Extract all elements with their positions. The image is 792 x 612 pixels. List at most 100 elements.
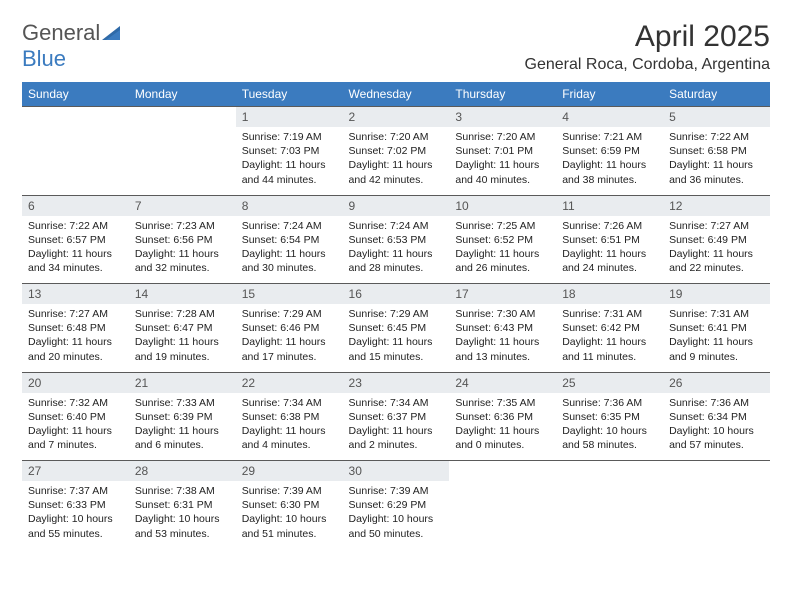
day-number: 17 [449, 284, 556, 305]
daylight-text: Daylight: 11 hours and 24 minutes. [562, 247, 657, 275]
day-cell: Sunrise: 7:33 AMSunset: 6:39 PMDaylight:… [129, 393, 236, 461]
day-cell: Sunrise: 7:27 AMSunset: 6:49 PMDaylight:… [663, 216, 770, 284]
sunset-text: Sunset: 6:39 PM [135, 410, 230, 424]
daylight-text: Daylight: 11 hours and 4 minutes. [242, 424, 337, 452]
day-cell: Sunrise: 7:21 AMSunset: 6:59 PMDaylight:… [556, 127, 663, 195]
sunset-text: Sunset: 6:36 PM [455, 410, 550, 424]
empty-day-number [449, 461, 556, 482]
day-number: 14 [129, 284, 236, 305]
sunset-text: Sunset: 6:49 PM [669, 233, 764, 247]
empty-day-number [556, 461, 663, 482]
sunset-text: Sunset: 7:03 PM [242, 144, 337, 158]
sunrise-text: Sunrise: 7:32 AM [28, 396, 123, 410]
sunrise-text: Sunrise: 7:21 AM [562, 130, 657, 144]
day-number: 22 [236, 372, 343, 393]
day-number: 21 [129, 372, 236, 393]
daylight-text: Daylight: 11 hours and 17 minutes. [242, 335, 337, 363]
sunrise-text: Sunrise: 7:35 AM [455, 396, 550, 410]
day-cell: Sunrise: 7:20 AMSunset: 7:02 PMDaylight:… [343, 127, 450, 195]
sunset-text: Sunset: 6:29 PM [349, 498, 444, 512]
daylight-text: Daylight: 11 hours and 26 minutes. [455, 247, 550, 275]
weekday-header: Thursday [449, 82, 556, 107]
sunrise-text: Sunrise: 7:39 AM [242, 484, 337, 498]
day-cell: Sunrise: 7:29 AMSunset: 6:46 PMDaylight:… [236, 304, 343, 372]
day-number-row: 12345 [22, 107, 770, 128]
daylight-text: Daylight: 11 hours and 11 minutes. [562, 335, 657, 363]
day-cell: Sunrise: 7:22 AMSunset: 6:58 PMDaylight:… [663, 127, 770, 195]
sunset-text: Sunset: 6:56 PM [135, 233, 230, 247]
day-number: 25 [556, 372, 663, 393]
day-content-row: Sunrise: 7:32 AMSunset: 6:40 PM Daylight:… [22, 393, 770, 461]
weekday-header: Friday [556, 82, 663, 107]
day-cell: Sunrise: 7:26 AMSunset: 6:51 PMDaylight:… [556, 216, 663, 284]
day-cell: Sunrise: 7:38 AMSunset: 6:31 PMDaylight:… [129, 481, 236, 549]
sunset-text: Sunset: 6:40 PM [28, 410, 123, 424]
logo-sail-icon [102, 20, 122, 46]
sunset-text: Sunset: 6:48 PM [28, 321, 123, 335]
day-cell: Sunrise: 7:36 AMSunset: 6:34 PMDaylight:… [663, 393, 770, 461]
empty-day-number [129, 107, 236, 128]
sunset-text: Sunset: 6:45 PM [349, 321, 444, 335]
logo-general-text: General [22, 20, 100, 45]
calendar-header-row: SundayMondayTuesdayWednesdayThursdayFrid… [22, 82, 770, 107]
sunset-text: Sunset: 6:42 PM [562, 321, 657, 335]
day-cell: Sunrise: 7:29 AMSunset: 6:45 PMDaylight:… [343, 304, 450, 372]
empty-day-cell [663, 481, 770, 549]
daylight-text: Daylight: 11 hours and 42 minutes. [349, 158, 444, 186]
day-number: 11 [556, 195, 663, 216]
sunset-text: Sunset: 6:41 PM [669, 321, 764, 335]
sunrise-text: Sunrise: 7:24 AM [349, 219, 444, 233]
daylight-text: Daylight: 10 hours and 50 minutes. [349, 512, 444, 540]
sunrise-text: Sunrise: 7:38 AM [135, 484, 230, 498]
day-number-row: 6789101112 [22, 195, 770, 216]
daylight-text: Daylight: 11 hours and 20 minutes. [28, 335, 123, 363]
day-number: 30 [343, 461, 450, 482]
empty-day-number [663, 461, 770, 482]
day-content-row: Sunrise: 7:19 AMSunset: 7:03 PMDaylight:… [22, 127, 770, 195]
day-cell: Sunrise: 7:35 AMSunset: 6:36 PMDaylight:… [449, 393, 556, 461]
day-number: 27 [22, 461, 129, 482]
day-number: 10 [449, 195, 556, 216]
day-content-row: Sunrise: 7:37 AMSunset: 6:33 PM Daylight:… [22, 481, 770, 549]
sunset-text: Sunset: 6:34 PM [669, 410, 764, 424]
daylight-text: Daylight: 11 hours and 2 minutes. [349, 424, 444, 452]
day-cell: Sunrise: 7:27 AMSunset: 6:48 PMDaylight:… [22, 304, 129, 372]
weekday-header: Saturday [663, 82, 770, 107]
day-number: 12 [663, 195, 770, 216]
calendar-table: SundayMondayTuesdayWednesdayThursdayFrid… [22, 82, 770, 549]
sunset-text: Sunset: 6:58 PM [669, 144, 764, 158]
sunset-text: Sunset: 6:51 PM [562, 233, 657, 247]
day-number: 16 [343, 284, 450, 305]
sunrise-text: Sunrise: 7:31 AM [669, 307, 764, 321]
day-number-row: 27282930 [22, 461, 770, 482]
sunrise-text: Sunrise: 7:36 AM [562, 396, 657, 410]
weekday-header: Tuesday [236, 82, 343, 107]
sunset-text: Sunset: 6:57 PM [28, 233, 123, 247]
day-number: 9 [343, 195, 450, 216]
sunrise-text: Sunrise: 7:39 AM [349, 484, 444, 498]
sunrise-text: Sunrise: 7:25 AM [455, 219, 550, 233]
day-cell: Sunrise: 7:34 AMSunset: 6:38 PMDaylight:… [236, 393, 343, 461]
day-number: 3 [449, 107, 556, 128]
sunrise-text: Sunrise: 7:26 AM [562, 219, 657, 233]
day-cell: Sunrise: 7:39 AMSunset: 6:30 PMDaylight:… [236, 481, 343, 549]
sunset-text: Sunset: 6:37 PM [349, 410, 444, 424]
daylight-text: Daylight: 11 hours and 22 minutes. [669, 247, 764, 275]
daylight-text: Daylight: 11 hours and 13 minutes. [455, 335, 550, 363]
day-cell: Sunrise: 7:24 AMSunset: 6:54 PMDaylight:… [236, 216, 343, 284]
day-number: 29 [236, 461, 343, 482]
sunrise-text: Sunrise: 7:33 AM [135, 396, 230, 410]
sunset-text: Sunset: 6:33 PM [28, 498, 123, 512]
day-cell: Sunrise: 7:28 AMSunset: 6:47 PMDaylight:… [129, 304, 236, 372]
sunrise-text: Sunrise: 7:24 AM [242, 219, 337, 233]
daylight-text: Daylight: 11 hours and 32 minutes. [135, 247, 230, 275]
weekday-header: Wednesday [343, 82, 450, 107]
sunset-text: Sunset: 7:01 PM [455, 144, 550, 158]
sunrise-text: Sunrise: 7:37 AM [28, 484, 123, 498]
daylight-text: Daylight: 10 hours and 53 minutes. [135, 512, 230, 540]
daylight-text: Daylight: 10 hours and 57 minutes. [669, 424, 764, 452]
day-cell: Sunrise: 7:25 AMSunset: 6:52 PMDaylight:… [449, 216, 556, 284]
day-number-row: 20212223242526 [22, 372, 770, 393]
brand-logo: General Blue [22, 20, 122, 72]
daylight-text: Daylight: 11 hours and 0 minutes. [455, 424, 550, 452]
